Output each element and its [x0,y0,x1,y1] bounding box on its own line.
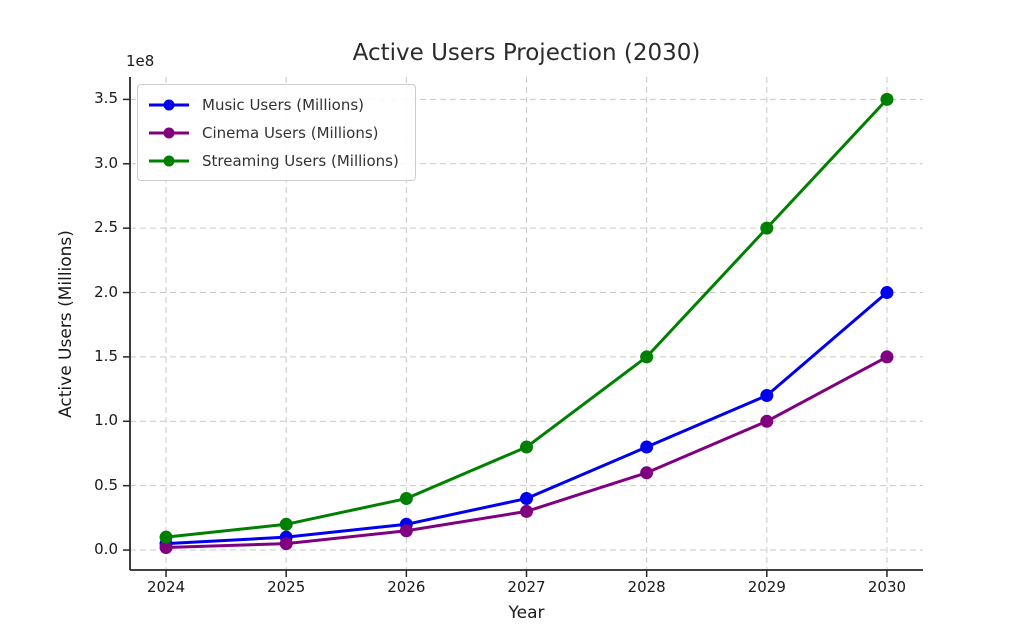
data-point-marker [159,530,173,544]
data-point-marker [640,350,654,364]
x-tick-label: 2027 [507,578,546,596]
data-point-marker [640,440,654,454]
data-point-marker [520,440,533,454]
legend-line-marker-swatch [149,155,189,166]
legend-item: Music Users (Millions) [148,92,399,117]
data-point-marker [399,492,413,506]
data-point-marker [760,389,774,403]
data-point-marker [520,492,533,506]
data-point-marker [159,540,173,554]
x-tick-label: 2030 [867,578,907,596]
legend-item-label: Cinema Users (Millions) [202,123,379,142]
chart-title: Active Users Projection (2030) [352,40,701,66]
legend-line-marker-swatch [149,99,189,110]
data-point-marker [760,414,774,428]
y-tick-label: 3.0 [94,153,118,172]
legend-item: Cinema Users (Millions) [148,120,399,145]
legend-item: Streaming Users (Millions) [148,148,399,173]
y-tick-label: 0.0 [94,540,118,559]
data-point-marker [279,517,293,531]
data-point-marker [760,221,774,235]
data-point-marker [279,537,293,551]
y-tick-label: 3.5 [94,89,118,108]
legend-item-label: Streaming Users (Millions) [202,151,399,170]
y-tick-label: 1.5 [94,346,118,365]
y-tick-label: 1.0 [94,411,118,430]
x-tick-label: 2025 [267,578,306,596]
legend: Music Users (Millions) Cinema Users (Mill… [137,84,416,181]
x-tick-label: 2029 [747,578,786,596]
data-point-marker [640,466,654,480]
legend-line-marker-swatch [149,127,189,138]
x-tick-label: 2024 [146,578,186,596]
data-point-marker [520,504,533,518]
data-point-marker [399,524,413,538]
x-tick-label: 2028 [627,578,666,596]
legend-item-label: Music Users (Millions) [202,95,365,114]
data-point-marker [880,92,894,106]
y-tick-label: 2.0 [94,282,118,301]
x-tick-label: 2026 [387,578,426,596]
y-tick-label: 2.5 [94,218,118,237]
data-point-marker [880,286,894,300]
y-tick-label: 0.5 [94,475,118,494]
y-axis-label: Active Users (Millions) [56,230,76,418]
y-axis-offset-label: 1e8 [126,52,155,70]
x-axis-label: Year [508,603,545,623]
data-point-marker [880,350,894,364]
